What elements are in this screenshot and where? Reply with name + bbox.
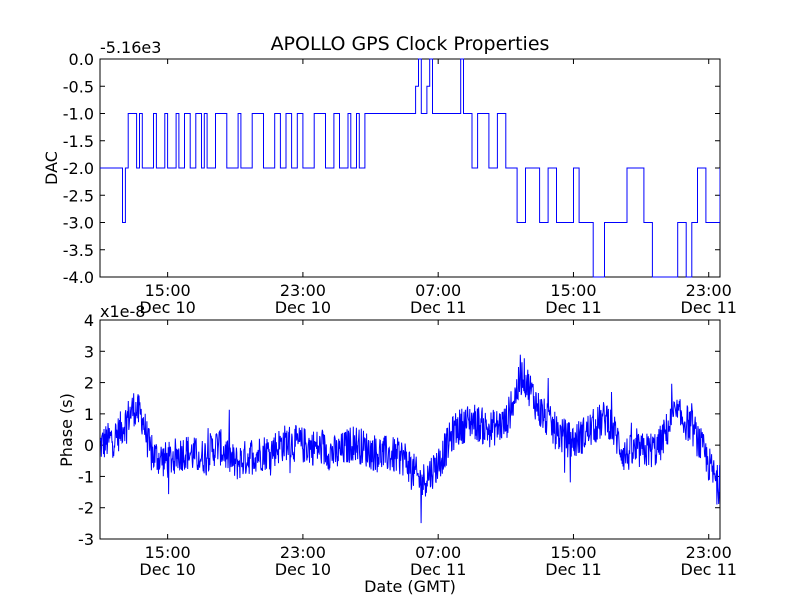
y-tick-label: -1.0 (63, 105, 94, 124)
figure-title: APOLLO GPS Clock Properties (271, 33, 550, 55)
dac-y-axis-label: DAC (42, 151, 61, 185)
x-tick-time-label: 23:00 (280, 281, 326, 300)
x-tick-time-label: 15:00 (145, 543, 191, 562)
x-tick-time-label: 15:00 (550, 543, 596, 562)
x-tick-time-label: 15:00 (550, 281, 596, 300)
y-tick-label: -2 (78, 499, 94, 518)
y-tick-label: 0 (84, 436, 94, 455)
x-tick-time-label: 23:00 (686, 543, 732, 562)
y-tick-label: -2.5 (63, 186, 94, 205)
phase-trace-group (100, 354, 720, 524)
x-tick-date-label: Dec 11 (410, 298, 466, 317)
y-tick-label: -2.0 (63, 159, 94, 178)
y-tick-label: 1 (84, 405, 94, 424)
phase-y-axis-label: Phase (s) (57, 393, 76, 467)
x-tick-date-label: Dec 11 (545, 560, 601, 579)
x-tick-date-label: Dec 10 (139, 560, 195, 579)
dac-panel: 0.0 -0.5 -1.0 -1.5 -2.0 -2.5 -3.0 -3.5 -4.0 15:00… (42, 38, 737, 317)
y-tick-label: 2 (84, 374, 94, 393)
y-tick-label: -1.5 (63, 132, 94, 151)
y-tick-label: -4.0 (63, 268, 94, 287)
x-tick-date-label: Dec 11 (410, 560, 466, 579)
x-tick-time-label: 15:00 (145, 281, 191, 300)
y-tick-label: -3 (78, 530, 94, 549)
y-tick-label: 4 (84, 311, 94, 330)
phase-plot-frame (99, 319, 721, 540)
x-tick-time-label: 23:00 (280, 543, 326, 562)
dac-offset-label: -5.16e3 (100, 38, 161, 57)
x-tick-date-label: Dec 10 (275, 560, 331, 579)
phase-offset-label: x1e-8 (100, 302, 145, 321)
y-tick-label: 3 (84, 342, 94, 361)
y-tick-label: 0.0 (69, 50, 94, 69)
x-tick-time-label: 07:00 (415, 281, 461, 300)
y-tick-label: -3.5 (63, 241, 94, 260)
x-tick-date-label: Dec 11 (545, 298, 601, 317)
x-axis-label: Date (GMT) (364, 577, 456, 596)
x-tick-time-label: 07:00 (415, 543, 461, 562)
x-tick-date-label: Dec 10 (139, 298, 195, 317)
dac-trace-group (100, 58, 720, 278)
x-tick-date-label: Dec 11 (681, 298, 737, 317)
y-tick-label: -0.5 (63, 77, 94, 96)
series-line (100, 354, 720, 524)
x-tick-date-label: Dec 10 (275, 298, 331, 317)
y-tick-label: -1 (78, 467, 94, 486)
x-tick-time-label: 23:00 (686, 281, 732, 300)
y-tick-label: -3.0 (63, 214, 94, 233)
dac-ticks: 0.0 -0.5 -1.0 -1.5 -2.0 -2.5 -3.0 -3.5 -4.0 15:00… (63, 50, 737, 317)
x-tick-date-label: Dec 11 (681, 560, 737, 579)
series-line (100, 58, 720, 278)
